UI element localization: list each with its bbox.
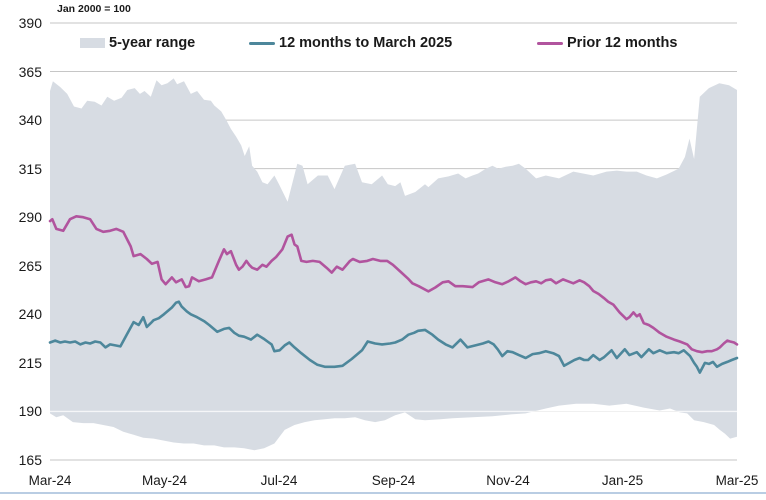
legend-label-prior-12-months: Prior 12 months bbox=[567, 35, 678, 51]
x-tick-label-Jan-25: Jan-25 bbox=[601, 473, 644, 488]
y-tick-label-365: 365 bbox=[18, 63, 42, 80]
x-tick-label-Jul-24: Jul-24 bbox=[260, 473, 298, 488]
x-tick-label-Mar-24: Mar-24 bbox=[28, 473, 72, 488]
x-tick-label-Mar-25: Mar-25 bbox=[715, 473, 759, 488]
series-line-1 bbox=[48, 215, 739, 354]
x-tick-label-Nov-24: Nov-24 bbox=[486, 473, 530, 488]
legend-item-12-months: 12 months to March 2025 bbox=[249, 33, 452, 53]
bottom-divider bbox=[0, 492, 766, 494]
y-tick-label-190: 190 bbox=[18, 403, 42, 420]
series-line-0 bbox=[48, 300, 739, 374]
range-swatch-icon bbox=[80, 38, 105, 48]
magenta-line-swatch-icon bbox=[537, 41, 563, 45]
series-lines bbox=[48, 215, 739, 374]
y-tick-label-215: 215 bbox=[18, 354, 42, 371]
legend-item-5-year-range: 5-year range bbox=[80, 33, 195, 53]
x-tick-label-Sep-24: Sep-24 bbox=[371, 473, 416, 488]
teal-line-swatch-icon bbox=[249, 41, 275, 45]
x-tick-label-May-24: May-24 bbox=[141, 473, 187, 488]
y-tick-label-265: 265 bbox=[18, 257, 42, 274]
axis-unit-note: Jan 2000 = 100 bbox=[57, 3, 131, 15]
y-tick-label-240: 240 bbox=[18, 306, 42, 323]
legend-label-12-months: 12 months to March 2025 bbox=[279, 35, 453, 51]
legend-label-5-year-range: 5-year range bbox=[109, 35, 196, 51]
y-tick-label-165: 165 bbox=[18, 452, 42, 468]
legend-item-prior-12-months: Prior 12 months bbox=[537, 33, 677, 53]
y-tick-label-390: 390 bbox=[18, 15, 42, 31]
y-tick-label-290: 290 bbox=[18, 209, 42, 226]
y-tick-label-315: 315 bbox=[18, 160, 42, 177]
y-tick-label-340: 340 bbox=[18, 112, 42, 129]
